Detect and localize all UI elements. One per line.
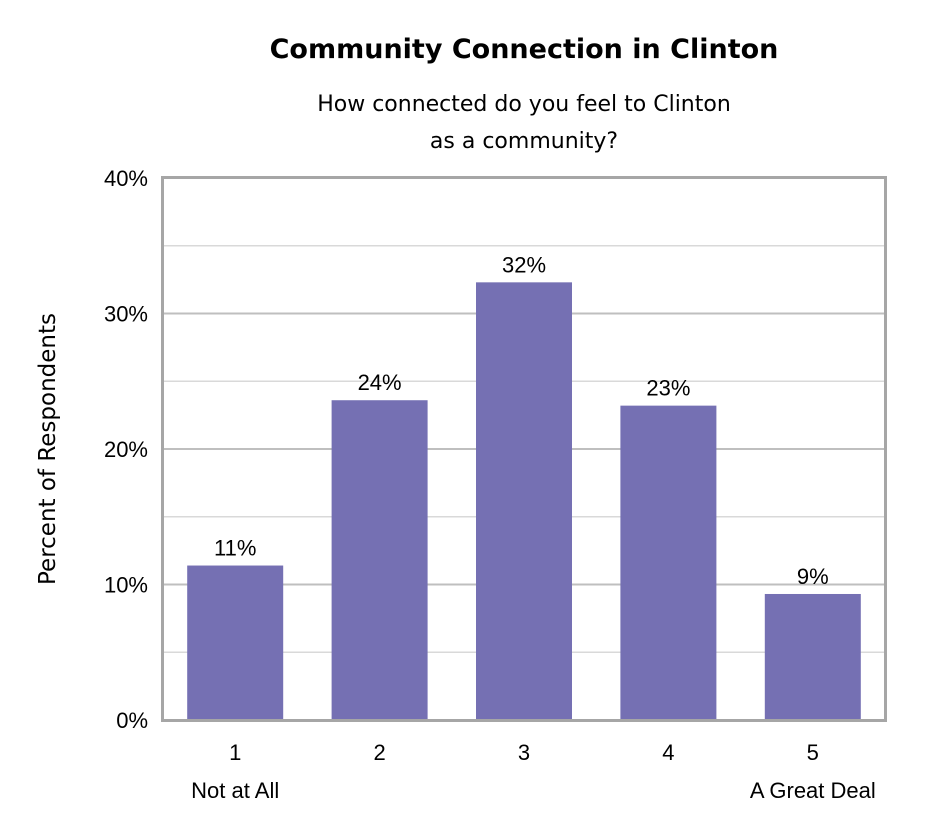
bar-4 <box>620 405 717 720</box>
y-axis-label: Percent of Respondents <box>35 313 61 585</box>
bar-1 <box>187 565 284 720</box>
data-label: 9% <box>797 564 829 589</box>
data-label: 23% <box>646 376 690 401</box>
x-tick-sublabel: A Great Deal <box>750 778 876 803</box>
chart-title: Community Connection in Clinton <box>270 34 779 65</box>
bar-2 <box>331 400 428 720</box>
chart-subtitle-line-1: How connected do you feel to Clinton <box>317 92 731 117</box>
data-label: 24% <box>358 370 402 395</box>
chart-subtitle-line-2: as a community? <box>430 129 618 154</box>
x-tick-label: 4 <box>662 740 674 765</box>
y-tick-label: 30% <box>104 302 148 327</box>
data-label: 11% <box>214 536 256 561</box>
bar-5 <box>764 593 861 720</box>
plot-border <box>161 176 887 722</box>
y-tick-label: 10% <box>104 573 148 598</box>
x-tick-label: 3 <box>518 740 530 765</box>
data-label: 32% <box>502 252 546 277</box>
x-tick-label: 1 <box>229 740 241 765</box>
y-tick-label: 40% <box>104 166 148 191</box>
x-tick-label: 2 <box>373 740 385 765</box>
x-tick-label: 5 <box>807 740 819 765</box>
bar-3 <box>476 282 572 720</box>
y-tick-label: 0% <box>116 708 148 733</box>
y-tick-label: 20% <box>104 437 148 462</box>
x-tick-sublabel: Not at All <box>191 778 279 803</box>
